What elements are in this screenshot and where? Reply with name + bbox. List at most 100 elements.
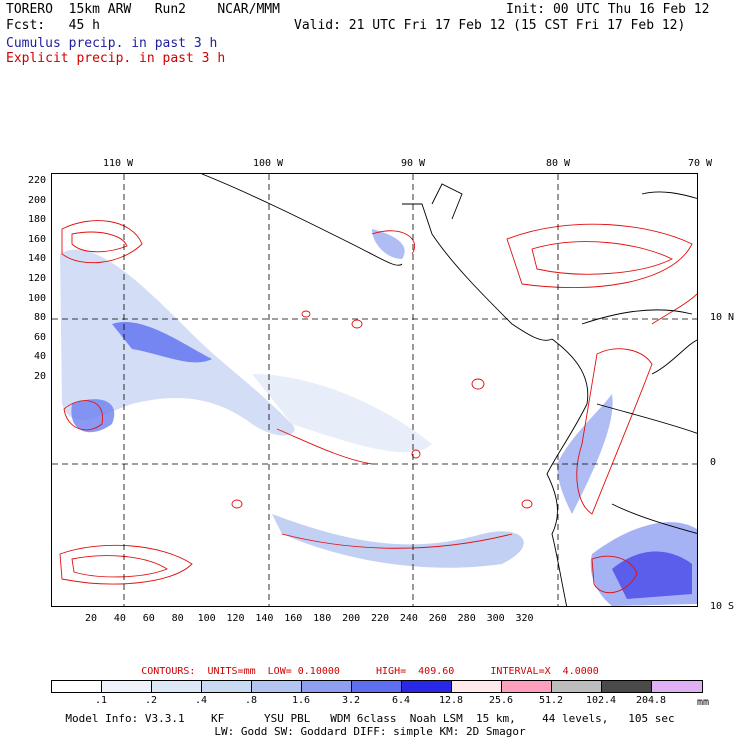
lon-label-70w: 70 W (687, 158, 713, 169)
colorbar-swatch (402, 681, 452, 692)
contour-scatter-5 (301, 310, 311, 318)
y-tick-label: 40 (33, 351, 46, 363)
y-tick-label: 220 (27, 175, 46, 186)
cumulus-central-patches (252, 374, 432, 453)
lat-label-10s: 10 S (710, 601, 735, 612)
coastline-yucatan (431, 183, 463, 220)
contour-scatter-2 (471, 378, 485, 390)
contour-sw-inner (71, 555, 168, 578)
colorbar-swatch (652, 681, 702, 692)
field-label-cumulus: Cumulus precip. in past 3 h (6, 36, 218, 51)
cumulus-band-southern (272, 514, 524, 568)
x-tick-label: 300 (486, 613, 505, 624)
cumulus-core-northwest (112, 322, 212, 363)
lon-label-110w: 110 W (102, 158, 134, 169)
colorbar-swatch (52, 681, 102, 692)
contour-scatter-6 (521, 499, 533, 509)
y-tick-label: 200 (27, 194, 46, 206)
border-interior-1 (596, 403, 697, 434)
title-left: TORERO 15km ARW Run2 NCAR/MMM (6, 2, 280, 17)
colorbar-swatch (552, 681, 602, 692)
cumulus-southeast-core (612, 551, 692, 599)
colorbar-label: 204.8 (635, 695, 667, 706)
lat-lon-grid (52, 174, 697, 606)
x-tick-label: 140 (255, 613, 274, 624)
contour-info: CONTOURS: UNITS=mm LOW= 0.10000 HIGH= 40… (141, 666, 599, 677)
x-tick-label: 160 (284, 613, 303, 624)
cumulus-precip-fields (60, 229, 697, 606)
contour-eastern-line (651, 293, 697, 325)
coastline-colombia-ecuador (546, 338, 589, 606)
colorbar-label: 102.4 (585, 695, 617, 706)
valid-time: Valid: 21 UTC Fri 17 Feb 12 (15 CST Fri … (294, 18, 686, 33)
colorbar-label: .8 (244, 695, 258, 706)
colorbar-swatch (102, 681, 152, 692)
forecast-hour: Fcst: 45 h (6, 18, 100, 33)
contour-nw-cluster (61, 220, 143, 264)
colorbar-swatch (152, 681, 202, 692)
cumulus-andes-strip (557, 394, 613, 514)
physics-info: LW: Godd SW: Goddard DIFF: simple KM: 2D… (214, 725, 526, 738)
contour-central-band (276, 428, 373, 465)
y-tick-label: 60 (33, 331, 46, 343)
border-interior-3 (651, 339, 697, 375)
x-tick-label: 180 (313, 613, 332, 624)
contour-gulf (371, 230, 415, 255)
colorbar-swatch (352, 681, 402, 692)
y-tick-label: 120 (27, 273, 46, 284)
x-tick-label: 60 (142, 613, 155, 624)
colorbar-swatch (252, 681, 302, 692)
colorbar-swatch (202, 681, 252, 692)
x-tick-label: 120 (226, 613, 245, 624)
colorbar-label: .1 (94, 695, 108, 706)
lon-label-100w: 100 W (252, 158, 284, 169)
explicit-precip-contours (59, 220, 697, 594)
colorbar-label: 51.2 (538, 695, 564, 706)
colorbar-swatch (302, 681, 352, 692)
cumulus-gulf-patch (372, 229, 405, 259)
colorbar-label: 1.6 (291, 695, 311, 706)
contour-scatter-4 (411, 449, 421, 459)
colorbar-label: 6.4 (391, 695, 411, 706)
contour-scatter-3 (231, 499, 243, 509)
colorbar-label: .4 (194, 695, 208, 706)
x-tick-label: 20 (84, 613, 98, 624)
field-label-explicit: Explicit precip. in past 3 h (6, 51, 226, 66)
contour-se-cluster (591, 555, 638, 594)
contour-west-ring (63, 400, 104, 431)
y-tick-label: 80 (33, 312, 46, 324)
model-info: Model Info: V3.3.1 KF YSU PBL WDM 6class… (65, 712, 675, 725)
contour-ne-cluster (506, 223, 693, 288)
colorbar-label: .2 (144, 695, 158, 706)
contour-ne-inner (531, 241, 674, 275)
x-tick-label: 40 (113, 613, 126, 624)
contour-south-band (281, 533, 513, 549)
border-interior-2 (611, 503, 697, 534)
y-tick-label: 100 (27, 292, 46, 304)
init-time: Init: 00 UTC Thu 16 Feb 12 (506, 2, 710, 17)
contour-andes-strip (576, 348, 653, 515)
precip-map (51, 173, 698, 607)
coastline-caribbean-sa (581, 309, 693, 325)
y-tick-label: 160 (27, 233, 46, 245)
x-tick-label: 100 (197, 613, 216, 624)
colorbar-swatch (452, 681, 502, 692)
coastline-mexico (201, 174, 403, 266)
colorbar-label: 12.8 (438, 695, 464, 706)
colorbar (51, 680, 703, 693)
contour-scatter-1 (351, 319, 363, 329)
cumulus-core-west (71, 399, 115, 433)
lon-label-90w: 90 W (400, 158, 426, 169)
lat-label-10n: 10 N (710, 312, 735, 323)
coastlines (201, 174, 697, 606)
x-tick-label: 200 (342, 613, 361, 624)
y-tick-label: 20 (33, 371, 46, 382)
colorbar-swatch (502, 681, 552, 692)
lon-label-80w: 80 W (545, 158, 571, 169)
x-tick-label: 260 (428, 613, 447, 624)
map-svg (52, 174, 697, 606)
x-tick-label: 220 (370, 613, 390, 624)
y-tick-label: 180 (27, 214, 46, 226)
contour-nw-inner (71, 231, 128, 253)
lat-label-0: 0 (710, 457, 717, 468)
